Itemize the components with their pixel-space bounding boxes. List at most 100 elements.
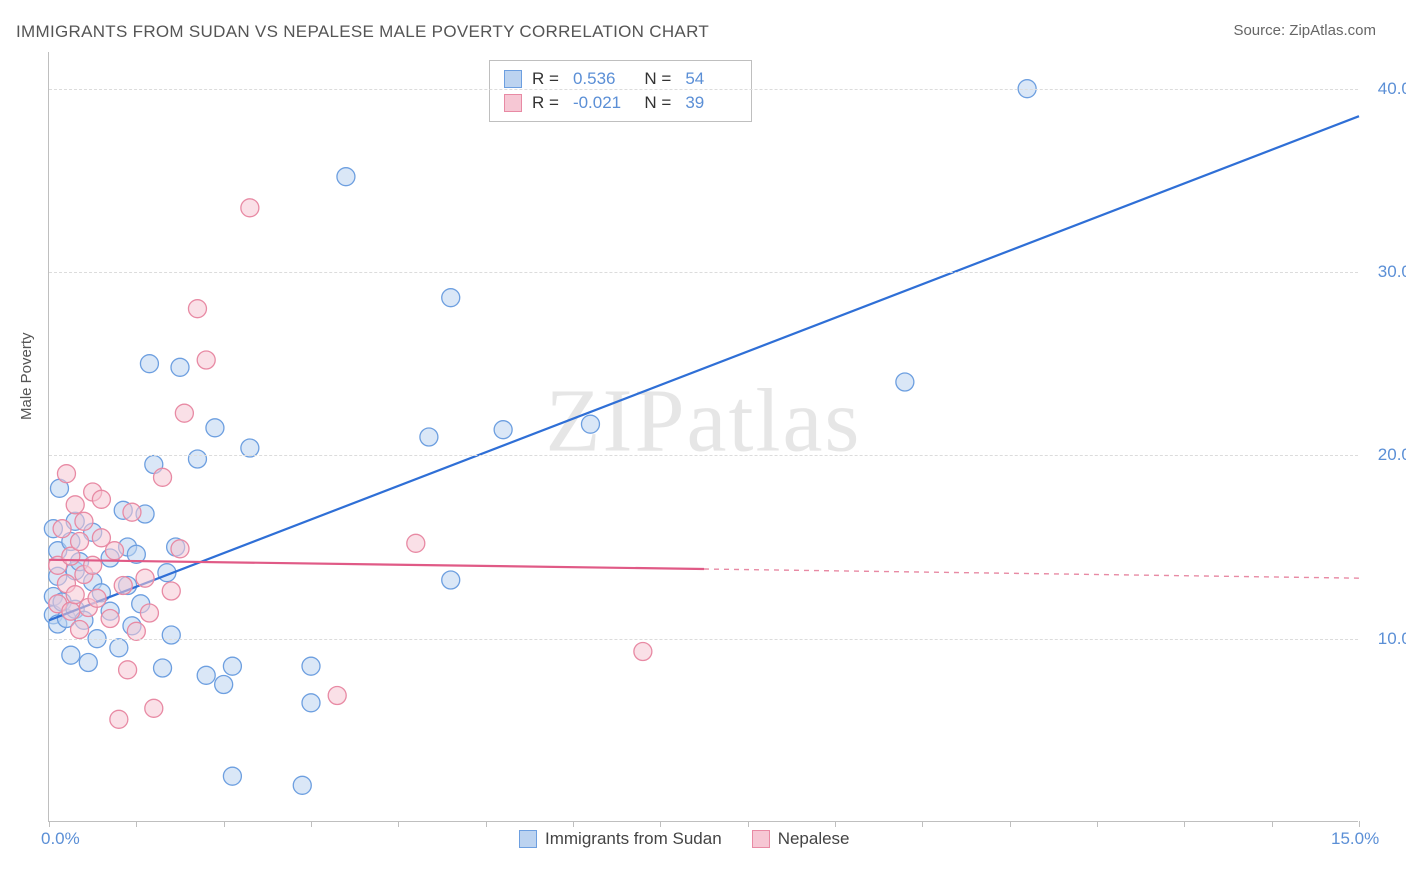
trend-line-dashed <box>704 569 1359 578</box>
scatter-point <box>206 419 224 437</box>
scatter-point <box>145 699 163 717</box>
scatter-point <box>896 373 914 391</box>
scatter-point <box>84 556 102 574</box>
scatter-point <box>140 604 158 622</box>
legend-r-value: -0.021 <box>573 91 625 115</box>
scatter-point <box>71 621 89 639</box>
x-tick-label: 15.0% <box>1331 829 1379 849</box>
scatter-point <box>175 404 193 422</box>
scatter-point <box>171 540 189 558</box>
scatter-point <box>223 657 241 675</box>
gridline <box>49 89 1358 90</box>
scatter-point <box>302 657 320 675</box>
y-axis-title: Male Poverty <box>18 332 35 420</box>
chart-svg <box>49 52 1358 821</box>
gridline <box>49 455 1358 456</box>
scatter-point <box>106 542 124 560</box>
scatter-point <box>66 496 84 514</box>
x-tick <box>398 821 399 827</box>
legend-swatch <box>504 70 522 88</box>
legend-swatch <box>504 94 522 112</box>
legend-n-value: 54 <box>685 67 737 91</box>
scatter-point <box>53 520 71 538</box>
scatter-point <box>162 582 180 600</box>
legend-item: Immigrants from Sudan <box>519 829 722 849</box>
scatter-point <box>119 661 137 679</box>
scatter-point <box>154 468 172 486</box>
scatter-point <box>171 358 189 376</box>
scatter-point <box>241 439 259 457</box>
scatter-point <box>114 577 132 595</box>
y-tick-label: 40.0% <box>1378 79 1406 99</box>
x-tick <box>748 821 749 827</box>
legend-swatch <box>752 830 770 848</box>
scatter-point <box>442 571 460 589</box>
scatter-point <box>110 639 128 657</box>
scatter-point <box>101 610 119 628</box>
scatter-point <box>241 199 259 217</box>
x-tick <box>922 821 923 827</box>
gridline <box>49 272 1358 273</box>
x-tick <box>486 821 487 827</box>
scatter-point <box>123 503 141 521</box>
legend-r-label: R = <box>532 91 559 115</box>
source-attribution: Source: ZipAtlas.com <box>1233 22 1376 39</box>
scatter-point <box>215 676 233 694</box>
legend-row: R = -0.021 N = 39 <box>504 91 737 115</box>
scatter-point <box>127 622 145 640</box>
scatter-point <box>494 421 512 439</box>
scatter-point <box>110 710 128 728</box>
scatter-point <box>223 767 241 785</box>
y-tick-label: 10.0% <box>1378 629 1406 649</box>
x-tick <box>660 821 661 827</box>
y-tick-label: 30.0% <box>1378 262 1406 282</box>
trend-line <box>49 116 1359 620</box>
scatter-point <box>79 654 97 672</box>
legend-n-label: N = <box>635 67 671 91</box>
scatter-point <box>57 465 75 483</box>
legend-r-label: R = <box>532 67 559 91</box>
scatter-point <box>188 300 206 318</box>
legend-n-value: 39 <box>685 91 737 115</box>
scatter-point <box>136 569 154 587</box>
scatter-point <box>407 534 425 552</box>
chart-plot-area: ZIPatlas R = 0.536 N = 54R = -0.021 N = … <box>48 52 1358 822</box>
x-tick <box>573 821 574 827</box>
scatter-point <box>442 289 460 307</box>
scatter-point <box>197 351 215 369</box>
scatter-point <box>71 533 89 551</box>
legend-r-value: 0.536 <box>573 67 625 91</box>
scatter-point <box>75 512 93 530</box>
x-tick <box>1097 821 1098 827</box>
trend-line <box>49 560 704 569</box>
legend-row: R = 0.536 N = 54 <box>504 67 737 91</box>
legend-label: Immigrants from Sudan <box>545 829 722 849</box>
correlation-legend: R = 0.536 N = 54R = -0.021 N = 39 <box>489 60 752 122</box>
x-tick <box>1010 821 1011 827</box>
x-tick <box>224 821 225 827</box>
scatter-point <box>162 626 180 644</box>
scatter-point <box>154 659 172 677</box>
scatter-point <box>302 694 320 712</box>
scatter-point <box>62 602 80 620</box>
x-tick <box>1359 821 1360 827</box>
chart-title: IMMIGRANTS FROM SUDAN VS NEPALESE MALE P… <box>16 22 709 42</box>
scatter-point <box>140 355 158 373</box>
scatter-point <box>581 415 599 433</box>
scatter-point <box>337 168 355 186</box>
x-tick <box>1184 821 1185 827</box>
x-tick <box>311 821 312 827</box>
scatter-point <box>188 450 206 468</box>
x-tick-label: 0.0% <box>41 829 80 849</box>
legend-n-label: N = <box>635 91 671 115</box>
scatter-point <box>62 646 80 664</box>
y-tick-label: 20.0% <box>1378 445 1406 465</box>
legend-label: Nepalese <box>778 829 850 849</box>
series-legend: Immigrants from Sudan Nepalese <box>519 829 850 849</box>
scatter-point <box>293 776 311 794</box>
x-tick <box>136 821 137 827</box>
x-tick <box>1272 821 1273 827</box>
legend-item: Nepalese <box>752 829 850 849</box>
scatter-point <box>328 687 346 705</box>
scatter-point <box>420 428 438 446</box>
